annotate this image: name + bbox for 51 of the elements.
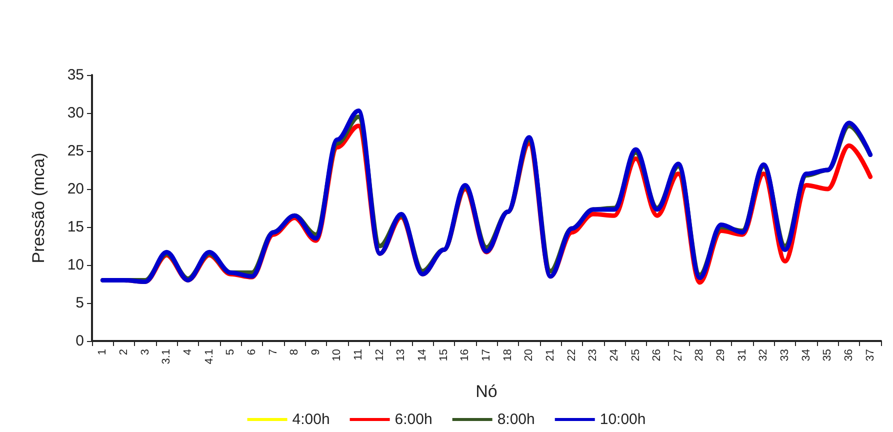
x-tick-label: 33 xyxy=(779,349,792,362)
x-tick-label: 29 xyxy=(715,349,728,362)
y-tick-label: 10 xyxy=(67,256,84,274)
y-tick-label: 30 xyxy=(67,104,84,122)
x-tick-label: 6 xyxy=(246,349,258,356)
x-tick-label: 32 xyxy=(758,349,770,362)
y-tick-label: 35 xyxy=(67,66,84,84)
x-tick-label: 4 xyxy=(182,349,194,356)
x-tick-label: 34 xyxy=(800,349,812,362)
x-tick-label: 11 xyxy=(352,349,365,360)
x-tick-label: 26 xyxy=(651,349,664,362)
x-tick-label: 13 xyxy=(395,349,408,362)
x-tick-label: 36 xyxy=(843,349,856,362)
x-tick-label: 4.1 xyxy=(203,349,216,364)
x-tick-label: 1 xyxy=(96,349,109,356)
x-tick-label: 14 xyxy=(416,349,429,362)
x-tick-label: 12 xyxy=(374,349,386,362)
x-tick-label: 15 xyxy=(438,349,450,362)
y-tick-label: 0 xyxy=(76,332,84,350)
x-tick-label: 8 xyxy=(288,349,301,356)
x-tick-label: 18 xyxy=(502,349,514,362)
x-tick-label: 24 xyxy=(608,349,620,362)
x-tick-label: 28 xyxy=(694,349,706,362)
y-tick-label: 25 xyxy=(67,142,84,160)
x-tick-label: 3 xyxy=(139,349,152,356)
x-tick-label: 16 xyxy=(459,349,472,362)
x-tick-label: 17 xyxy=(480,349,492,362)
x-tick-label: 22 xyxy=(566,349,578,362)
y-tick-label: 20 xyxy=(67,180,84,198)
legend-label: 10:00h xyxy=(600,411,646,428)
x-tick-label: 20 xyxy=(523,349,536,362)
x-tick-label: 2 xyxy=(118,349,130,356)
x-tick-label: 37 xyxy=(864,349,876,362)
x-axis-title: Nó xyxy=(476,382,498,401)
legend-label: 6:00h xyxy=(394,411,432,428)
legend-label: 8:00h xyxy=(497,411,535,428)
x-tick-label: 3.1 xyxy=(160,349,173,364)
y-tick-label: 5 xyxy=(76,294,84,312)
x-tick-label: 21 xyxy=(544,349,556,362)
x-tick-label: 10 xyxy=(331,349,344,362)
y-axis-title: Pressão (mca) xyxy=(29,152,48,264)
legend-label: 4:00h xyxy=(292,411,330,428)
y-tick-label: 15 xyxy=(67,218,84,236)
x-tick-label: 5 xyxy=(224,349,237,356)
x-tick-label: 35 xyxy=(822,349,834,362)
x-tick-label: 7 xyxy=(267,349,280,356)
x-tick-label: 31 xyxy=(736,349,748,362)
x-tick-label: 23 xyxy=(587,349,600,362)
x-tick-label: 27 xyxy=(672,349,684,362)
x-tick-label: 25 xyxy=(630,349,642,362)
x-tick-label: 9 xyxy=(310,349,322,356)
